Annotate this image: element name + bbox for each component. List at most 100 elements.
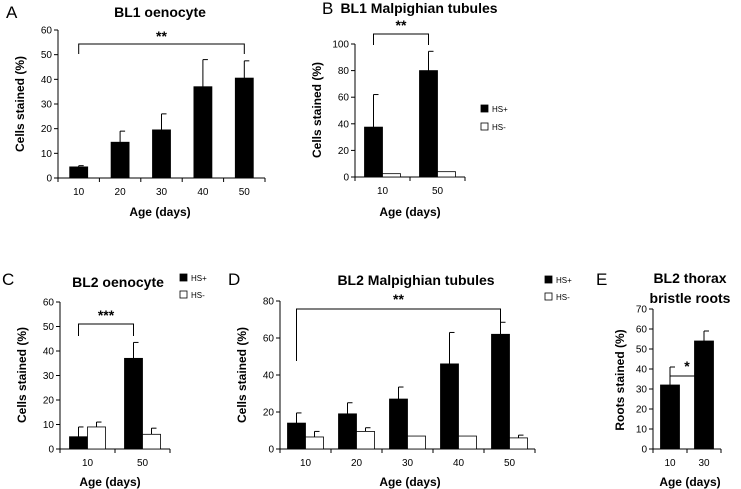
panel-letter: A	[6, 3, 18, 22]
x-tick-label: 50	[239, 187, 251, 198]
bar	[142, 433, 161, 450]
bar	[234, 77, 254, 179]
bar	[491, 333, 510, 450]
bar	[419, 70, 438, 178]
x-tick-label: 40	[453, 458, 465, 469]
y-tick-label: 60	[43, 298, 55, 309]
legend-label: HS+	[492, 105, 508, 114]
legend-label: HS-	[191, 291, 205, 300]
legend-swatch	[480, 122, 489, 131]
x-tick-label: 20	[115, 187, 127, 198]
y-axis-label: Roots stained (%)	[613, 329, 627, 430]
y-axis-label: Cells stained (%)	[13, 56, 27, 152]
y-tick-label: 20	[636, 405, 648, 416]
legend-swatch	[179, 290, 188, 299]
x-tick-label: 30	[156, 187, 168, 198]
panel-a: A BL1 oenocyte 0 10 20 30 40 50 60 10 20 30 40 50 ** Ag…	[6, 3, 266, 219]
x-axis-label: Age (days)	[129, 205, 190, 219]
significance-bracket	[78, 323, 134, 336]
y-tick-label: 10	[41, 149, 53, 160]
y-tick-label: 30	[43, 371, 55, 382]
bar	[458, 435, 477, 450]
y-tick-label: 80	[338, 66, 350, 77]
significance-label: **	[156, 28, 167, 44]
x-tick-label: 10	[82, 458, 94, 469]
bar	[69, 166, 89, 179]
chart-title: BL1 Malpighian tubules	[340, 0, 497, 16]
significance-label: **	[396, 17, 407, 33]
significance-label: *	[684, 358, 690, 374]
chart-title: bristle roots	[650, 290, 731, 306]
legend-swatch	[179, 273, 188, 282]
y-tick-label: 60	[41, 26, 53, 37]
legend-label: HS+	[556, 276, 572, 285]
y-tick-label: 0	[268, 445, 274, 456]
y-tick-label: 60	[263, 334, 275, 345]
y-tick-label: 40	[43, 347, 55, 358]
y-tick-label: 40	[263, 371, 275, 382]
y-tick-label: 0	[46, 174, 52, 185]
y-tick-label: 100	[332, 40, 349, 51]
x-tick-label: 50	[504, 458, 516, 469]
bar	[440, 363, 459, 450]
x-axis-label: Age (days)	[379, 475, 440, 489]
y-tick-label: 20	[43, 396, 55, 407]
panel-d: D BL2 Malpighian tubules 0 20 40 60 80 10 20 30 40…	[228, 270, 572, 489]
significance-bracket	[78, 43, 245, 54]
chart-title: BL1 oenocyte	[114, 4, 206, 20]
y-tick-label: 40	[338, 119, 350, 130]
bar	[338, 413, 357, 450]
x-tick-label: 40	[197, 187, 209, 198]
x-axis-label: Age (days)	[79, 475, 140, 489]
x-tick-label: 20	[351, 458, 363, 469]
bar	[356, 431, 375, 450]
panel-e: E BL2 thorax bristle roots 0 10 20 30 40 50 60 70 1…	[596, 270, 731, 489]
legend-swatch	[480, 104, 489, 113]
y-axis-label: Cells stained (%)	[15, 327, 29, 423]
bar	[152, 129, 171, 179]
y-tick-label: 20	[338, 146, 350, 157]
y-tick-label: 0	[48, 445, 54, 456]
bar	[660, 384, 680, 450]
bar	[407, 435, 426, 450]
bar	[509, 437, 528, 450]
bar	[69, 436, 88, 450]
bar	[364, 126, 383, 178]
panel-c: C BL2 oenocyte 0 10 20 30 40 50 60 10 50 *** HS+ HS- A…	[2, 270, 207, 489]
y-tick-label: 60	[636, 325, 648, 336]
bar	[382, 173, 401, 178]
legend-label: HS+	[191, 274, 207, 283]
y-tick-label: 40	[636, 365, 648, 376]
x-tick-label: 10	[664, 458, 676, 469]
x-tick-label: 50	[137, 458, 149, 469]
x-tick-label: 10	[377, 186, 389, 197]
y-tick-label: 50	[636, 345, 648, 356]
bar	[193, 86, 213, 179]
chart-title: BL2 thorax	[653, 270, 726, 286]
y-tick-label: 0	[343, 173, 349, 184]
bar	[287, 422, 306, 450]
y-axis-label: Cells stained (%)	[310, 62, 324, 158]
panel-letter: C	[2, 270, 14, 289]
y-tick-label: 50	[43, 322, 55, 333]
bar	[124, 357, 143, 450]
y-tick-label: 20	[263, 408, 275, 419]
bar	[694, 340, 714, 450]
significance-label: ***	[98, 307, 115, 323]
chart-title: BL2 oenocyte	[72, 274, 164, 290]
legend-swatch	[544, 292, 553, 301]
y-tick-label: 80	[263, 297, 275, 308]
y-tick-label: 10	[43, 420, 55, 431]
y-tick-label: 0	[641, 445, 647, 456]
significance-label: **	[393, 291, 404, 307]
y-tick-label: 10	[636, 425, 648, 436]
bar	[437, 171, 456, 178]
bar	[305, 436, 324, 450]
bar	[389, 398, 408, 450]
y-tick-label: 20	[41, 124, 53, 135]
y-axis-label: Cells stained (%)	[235, 327, 249, 423]
legend-label: HS-	[492, 123, 506, 132]
y-tick-label: 30	[636, 385, 648, 396]
significance-bracket	[669, 375, 705, 382]
